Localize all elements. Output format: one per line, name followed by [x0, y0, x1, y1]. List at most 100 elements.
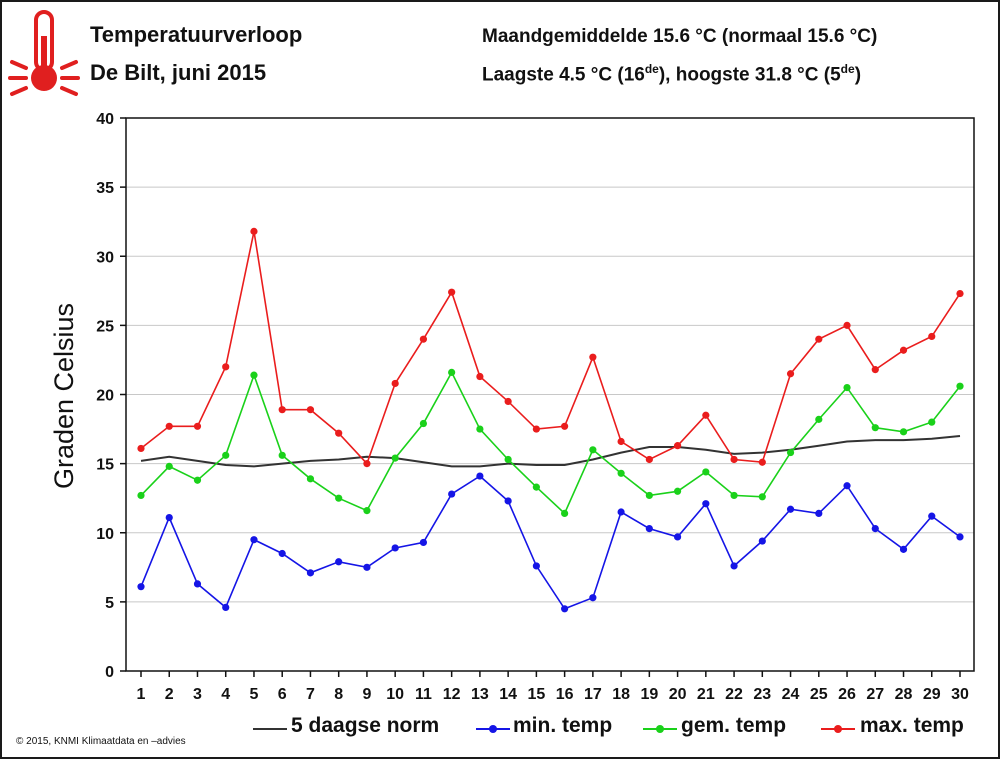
thermometer-mercury: [41, 36, 47, 76]
data-point-gem: [222, 451, 230, 459]
data-point-min: [193, 580, 202, 588]
data-point-gem: [278, 451, 286, 459]
legend-swatch-marker: [656, 725, 664, 733]
data-point-gem: [589, 446, 597, 454]
data-point-gem: [928, 418, 936, 426]
y-tick-label: 20: [96, 388, 114, 405]
data-point-max: [702, 411, 710, 419]
data-point-min: [532, 562, 540, 570]
data-point-gem: [363, 507, 371, 515]
data-point-min: [250, 536, 258, 544]
x-tick-label: 13: [471, 686, 489, 703]
data-point-gem: [504, 455, 512, 464]
data-point-min: [899, 545, 908, 553]
x-tick-label: 30: [951, 686, 969, 703]
data-point-max: [843, 321, 851, 329]
data-point-min: [843, 482, 851, 490]
legend-label-gem: gem. temp: [681, 714, 787, 737]
data-point-max: [956, 289, 964, 298]
legend-swatch-gem: [643, 725, 677, 733]
data-point-max: [899, 346, 908, 354]
data-point-max: [532, 425, 540, 433]
data-point-min: [391, 544, 399, 552]
data-point-gem: [476, 425, 484, 433]
legend-swatch-norm: [253, 728, 287, 730]
data-point-max: [137, 444, 145, 453]
data-point-gem: [335, 494, 343, 502]
data-point-gem: [391, 454, 399, 462]
data-point-gem: [532, 483, 540, 491]
data-point-max: [419, 335, 428, 343]
legend-swatch-max: [821, 725, 855, 733]
legend-label-norm: 5 daagse norm: [291, 714, 440, 737]
data-point-max: [815, 335, 823, 343]
data-point-gem: [165, 462, 173, 470]
chart-subtitle: De Bilt, juni 2015: [90, 60, 267, 85]
data-point-max: [278, 406, 286, 414]
y-tick-label: 0: [105, 664, 114, 681]
data-point-max: [165, 422, 173, 430]
series-line-norm: [140, 435, 961, 468]
data-point-gem: [899, 428, 908, 436]
series-line-gem: [140, 370, 961, 515]
data-point-max: [730, 455, 738, 464]
x-tick-label: 1: [137, 686, 146, 703]
plot-area: [125, 117, 975, 672]
data-point-min: [589, 594, 597, 602]
x-tick-label: 7: [306, 686, 315, 703]
y-tick-label: 10: [96, 526, 114, 543]
x-tick-label: 27: [866, 686, 884, 703]
x-tick-label: 20: [669, 686, 687, 703]
data-point-min: [673, 533, 682, 541]
data-point-min: [815, 509, 823, 517]
x-tick-label: 19: [640, 686, 658, 703]
x-tick-label: 18: [612, 686, 630, 703]
data-point-gem: [673, 487, 682, 495]
data-point-min: [335, 558, 343, 566]
data-point-gem: [730, 491, 738, 500]
data-point-max: [561, 422, 569, 430]
data-point-max: [786, 370, 795, 378]
x-tick-label: 25: [810, 686, 828, 703]
data-point-gem: [617, 469, 625, 477]
data-point-max: [335, 429, 343, 437]
thermometer-bulb: [31, 65, 57, 91]
data-point-min: [561, 605, 569, 613]
y-tick-label: 5: [105, 595, 114, 612]
data-point-gem: [871, 424, 879, 432]
data-point-gem: [306, 475, 315, 483]
x-tick-label: 8: [334, 686, 343, 703]
data-point-min: [137, 583, 145, 591]
legend-swatch-min: [476, 725, 510, 733]
data-point-max: [673, 442, 682, 450]
data-point-max: [504, 397, 512, 406]
data-point-max: [645, 455, 653, 464]
x-tick-label: 4: [221, 686, 230, 703]
data-point-min: [476, 472, 484, 480]
data-point-gem: [815, 415, 823, 423]
series-line-min: [140, 475, 961, 610]
data-point-max: [306, 406, 315, 414]
x-tick-label: 28: [895, 686, 913, 703]
data-point-min: [363, 563, 371, 571]
extremes-line: Laagste 4.5 °C (16de), hoogste 31.8 °C (…: [482, 62, 862, 86]
x-tick-label: 5: [250, 686, 259, 703]
y-tick-label: 35: [96, 180, 114, 197]
data-point-min: [617, 508, 625, 516]
data-point-min: [956, 533, 964, 541]
legend-label-min: min. temp: [513, 714, 613, 737]
x-tick-label: 17: [584, 686, 602, 703]
monthly-average: Maandgemiddelde 15.6 °C (normaal 15.6 °C…: [482, 26, 878, 47]
data-point-min: [928, 512, 936, 520]
data-point-min: [871, 525, 879, 533]
y-tick-label: 40: [96, 111, 114, 128]
data-point-max: [391, 379, 399, 388]
data-point-gem: [956, 382, 964, 390]
x-tick-label: 10: [386, 686, 404, 703]
thermometer-ray: [60, 60, 78, 70]
data-point-min: [786, 505, 795, 513]
thermometer-ray: [60, 86, 78, 96]
x-tick-label: 16: [556, 686, 574, 703]
thermometer-ray: [10, 60, 28, 70]
x-tick-label: 14: [499, 686, 517, 703]
